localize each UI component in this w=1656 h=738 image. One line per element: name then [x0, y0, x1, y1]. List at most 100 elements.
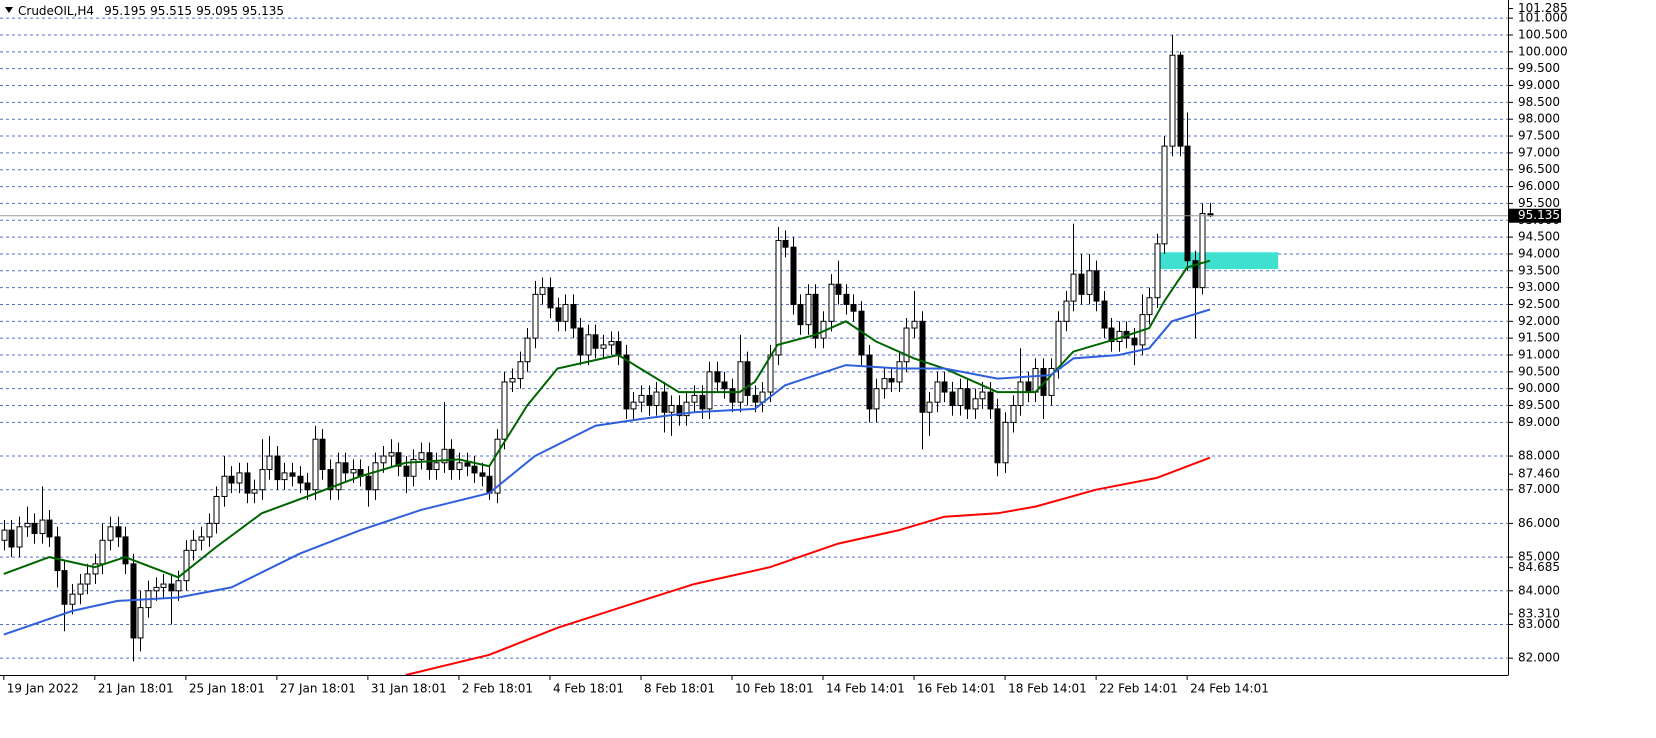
x-tick-label: 25 Jan 18:01 — [189, 682, 265, 696]
candle-body — [881, 378, 888, 390]
candle-body — [350, 469, 357, 474]
y-tick-label: 94.500 — [1518, 230, 1560, 244]
candle-body — [46, 519, 53, 538]
menu-triangle[interactable] — [5, 7, 13, 13]
y-tick-label: 93.000 — [1518, 280, 1560, 294]
candle-body — [683, 401, 690, 417]
y-tick-label: 98.000 — [1518, 112, 1560, 126]
candle-body — [137, 607, 144, 639]
y-tick-label: 98.500 — [1518, 95, 1560, 109]
candle-body — [388, 452, 395, 457]
candle-body — [183, 549, 190, 582]
candle-body — [843, 293, 850, 305]
candle-body — [812, 293, 819, 339]
candle-body — [987, 391, 994, 410]
candle-body — [342, 462, 349, 474]
x-tick-label: 31 Jan 18:01 — [371, 682, 447, 696]
candle-body — [562, 303, 569, 322]
candle-body — [198, 536, 205, 541]
current-price-box — [1509, 208, 1561, 223]
candle-body — [729, 388, 736, 403]
x-tick-label: 27 Jan 18:01 — [280, 682, 356, 696]
candle-body — [471, 465, 478, 474]
candle-body — [24, 522, 31, 528]
candle-body — [479, 472, 486, 477]
candle-body — [585, 334, 592, 356]
candle-body — [206, 522, 213, 538]
candle-body — [1017, 381, 1024, 407]
moving-average — [3, 308, 1211, 636]
candle-body — [1, 529, 8, 541]
candle-body — [1070, 273, 1077, 302]
price-label: 83.310 — [1518, 607, 1560, 621]
x-tick-label: 21 Jan 18:01 — [98, 682, 174, 696]
candle-body — [994, 408, 1001, 464]
candle-body — [365, 475, 372, 491]
symbol: CrudeOIL,H4 — [18, 4, 94, 18]
candle-body — [418, 452, 425, 460]
plot-area — [0, 35, 1508, 675]
candle-body — [1086, 270, 1093, 295]
candle-body — [1192, 260, 1199, 289]
candle-body — [1078, 273, 1085, 295]
x-tick-label: 22 Feb 14:01 — [1099, 682, 1178, 696]
candle-body — [517, 361, 524, 380]
candle-body — [1093, 270, 1100, 302]
x-tick-label: 10 Feb 18:01 — [735, 682, 814, 696]
candle-body — [714, 371, 721, 383]
candle-body — [668, 405, 675, 413]
candle-body — [107, 526, 114, 541]
candle-body — [213, 495, 220, 524]
candle-body — [281, 472, 288, 481]
candle-body — [934, 381, 941, 403]
candle-body — [532, 293, 539, 339]
candle-body — [600, 344, 607, 349]
candle-body — [570, 303, 577, 329]
candle-body — [926, 401, 933, 413]
header-low: 95.095 — [196, 4, 238, 18]
moving-average — [3, 259, 1211, 579]
candle-body — [721, 381, 728, 390]
candle-body — [911, 320, 918, 329]
candle-body — [615, 341, 622, 356]
x-tick-label: 14 Feb 14:01 — [826, 682, 905, 696]
candle-body — [259, 469, 266, 491]
candle-body — [1101, 300, 1108, 329]
candle-body — [919, 320, 926, 413]
current-price-label: 95.135 — [1518, 208, 1560, 222]
candle-body — [380, 455, 387, 464]
candle-body — [8, 529, 15, 548]
x-tick-label: 16 Feb 14:01 — [917, 682, 996, 696]
x-tick-label: 4 Feb 18:01 — [553, 682, 624, 696]
y-tick-label: 92.000 — [1518, 314, 1560, 328]
y-tick-label: 92.500 — [1518, 297, 1560, 311]
candle-body — [312, 438, 319, 491]
candle-body — [706, 371, 713, 410]
candle-body — [1169, 54, 1176, 147]
y-tick-label: 97.000 — [1518, 145, 1560, 159]
header-close: 95.135 — [242, 4, 284, 18]
candle-body — [289, 472, 296, 477]
candle-body — [1184, 145, 1191, 262]
candle-body — [77, 583, 84, 595]
candle-body — [251, 489, 258, 494]
candle-body — [175, 580, 182, 592]
candle-body — [653, 391, 660, 407]
candle-body — [957, 388, 964, 407]
candle-body — [1199, 213, 1206, 289]
candle-body — [122, 536, 129, 565]
y-tick-label: 85.000 — [1518, 550, 1560, 564]
candle-body — [903, 327, 910, 363]
y-tick-label: 99.000 — [1518, 78, 1560, 92]
candle-body — [84, 573, 91, 585]
x-tick-label: 19 Jan 2022 — [7, 682, 79, 696]
candle-body — [661, 391, 668, 413]
candle-body — [221, 475, 228, 497]
candle-body — [608, 341, 615, 346]
y-tick-label: 88.000 — [1518, 449, 1560, 463]
candle-body — [1108, 327, 1115, 343]
candle-body — [1146, 297, 1153, 316]
